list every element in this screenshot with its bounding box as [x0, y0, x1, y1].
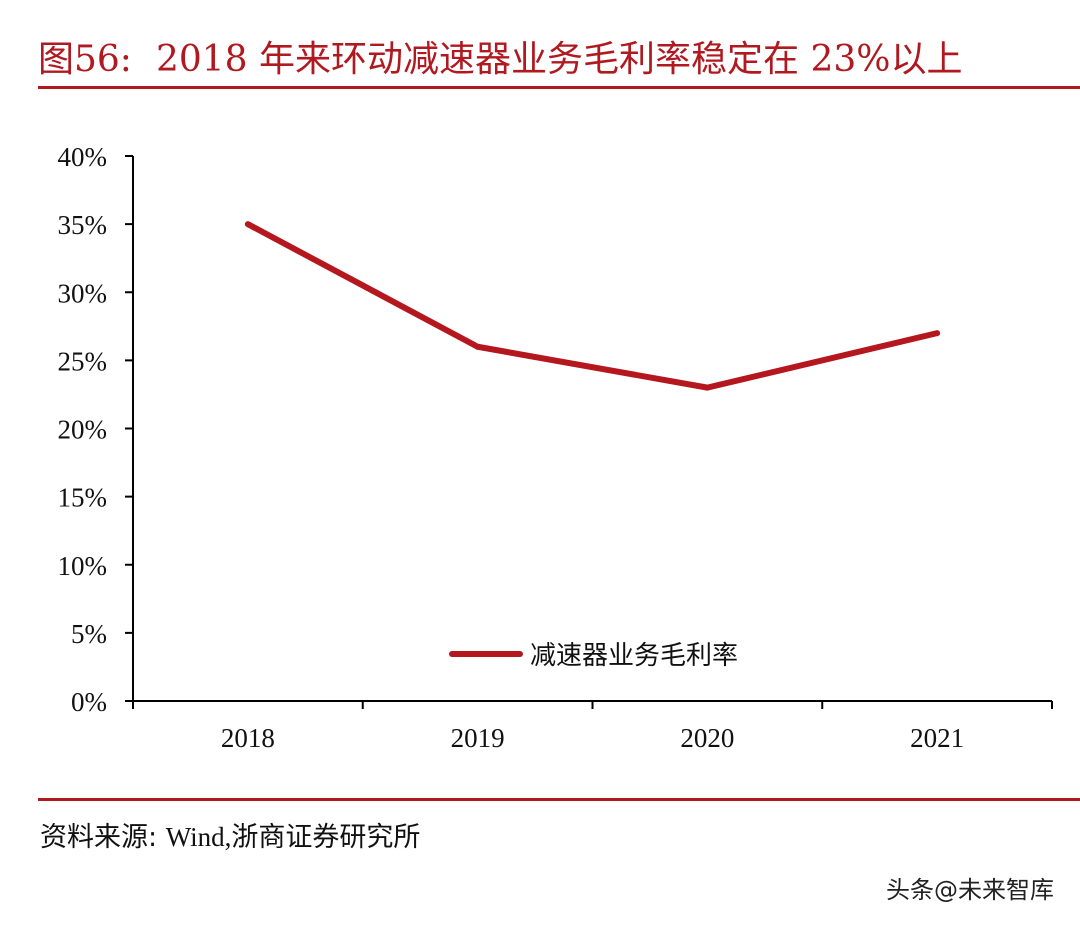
y-tick-label: 40%: [58, 142, 108, 172]
watermark-prefix: 头条: [886, 876, 934, 904]
line-chart: 0%5%10%15%20%25%30%35%40% 2018 2019 2020 20…: [58, 142, 1053, 753]
data-point: [934, 330, 941, 337]
y-tick-label: 5%: [71, 619, 107, 649]
y-tick-label: 15%: [58, 483, 108, 513]
y-tick-label: 20%: [58, 415, 108, 445]
title-rule: [38, 86, 1080, 89]
data-point: [474, 343, 481, 350]
figure-number: 图56:: [38, 39, 132, 80]
source-value: Wind,浙商证券研究所: [165, 822, 421, 852]
y-tick-label: 25%: [58, 346, 108, 376]
x-tick-label: 2018: [221, 723, 275, 753]
series-line: [246, 221, 938, 391]
data-point: [244, 221, 251, 228]
legend-label: 减速器业务毛利率: [530, 641, 738, 671]
source-note: 资料来源: Wind,浙商证券研究所: [40, 815, 420, 854]
source-rule: [38, 798, 1080, 801]
y-tick-label: 0%: [71, 687, 107, 717]
y-tick-label: 10%: [58, 551, 108, 581]
source-label: 资料来源:: [40, 822, 158, 853]
y-tick-label: 30%: [58, 278, 108, 308]
y-tick-label: 35%: [58, 210, 108, 240]
watermark: 头条 @未来智库: [886, 870, 1054, 905]
figure-title-text: 2018 年来环动减速器业务毛利率稳定在 23%以上: [155, 39, 963, 80]
x-tick-label: 2020: [680, 723, 734, 753]
x-axis-ticks: 2018 2019 2020 2021: [132, 701, 1053, 753]
watermark-name: @未来智库: [934, 876, 1054, 904]
y-axis-ticks: 0% 5% 10% 15% 20% 25% 30% 35% 40%: [58, 142, 133, 717]
x-tick-label: 2021: [910, 723, 964, 753]
data-point: [704, 384, 711, 391]
chart-title: 图56: 2018 年来环动减速器业务毛利率稳定在 23%以上: [38, 30, 962, 82]
chart-series: [244, 221, 941, 391]
chart-legend: 减速器业务毛利率: [449, 641, 738, 671]
x-tick-label: 2019: [451, 723, 505, 753]
